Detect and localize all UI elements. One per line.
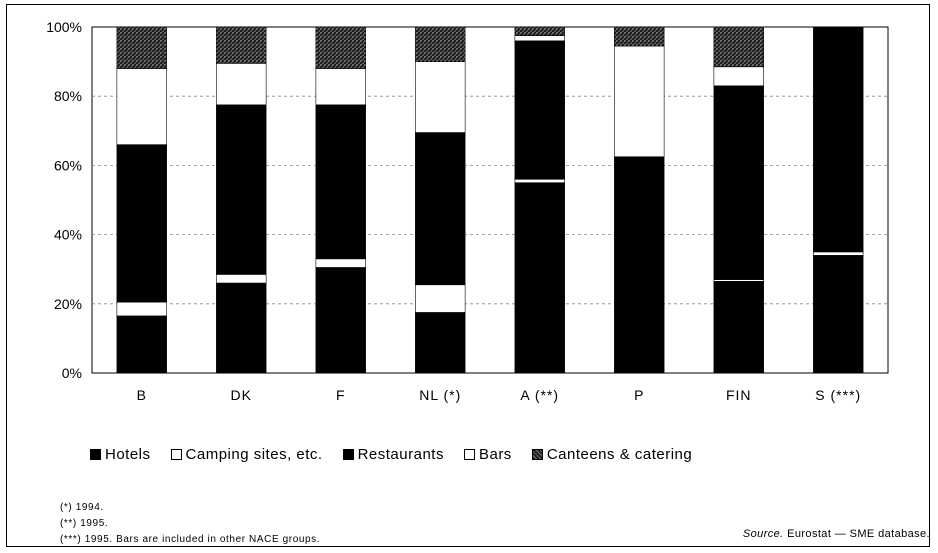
y-tick-label: 100% (46, 19, 82, 35)
bar-segment (415, 312, 466, 374)
bar-segment (415, 132, 466, 286)
x-tick-label: A (**) (520, 387, 559, 403)
bar-segment (514, 35, 565, 42)
bar-segment (813, 255, 864, 374)
bar-segment (216, 63, 267, 106)
source-text: Eurostat — SME database. (787, 528, 930, 540)
camping-swatch-icon (170, 449, 182, 460)
legend-item-hotels: Hotels (90, 446, 151, 463)
y-tick-label: 60% (54, 157, 82, 173)
x-tick-label: B (137, 387, 147, 403)
bar-segment (514, 26, 565, 36)
legend-item-canteens: Canteens & catering (531, 446, 693, 463)
bar-segment (216, 274, 267, 284)
bar-segment (315, 26, 366, 69)
bar-segment (216, 26, 267, 64)
bar-segment (415, 61, 466, 133)
legend-item-camping: Camping sites, etc. (170, 446, 323, 463)
y-tick-label: 80% (54, 88, 82, 104)
bar-segment (315, 68, 366, 106)
bar-segment (116, 315, 167, 374)
legend-label: Restaurants (357, 446, 444, 463)
footnotes: (*) 1994. (**) 1995. (***) 1995. Bars ar… (60, 500, 320, 548)
bar-segment (315, 104, 366, 260)
x-tick-label: FIN (726, 387, 752, 403)
x-tick-label: NL (*) (419, 387, 461, 403)
bar-segment (315, 258, 366, 268)
legend-label: Bars (478, 446, 512, 463)
bar-segment (116, 68, 167, 145)
legend-label: Camping sites, etc. (185, 446, 323, 463)
bar-segment (614, 45, 665, 158)
bar-segment (713, 85, 764, 280)
x-tick-label: DK (231, 387, 252, 403)
bar-segment (813, 251, 864, 256)
bars-swatch-icon (463, 449, 475, 460)
legend-label: Canteens & catering (546, 446, 693, 463)
bar-segment (813, 26, 864, 253)
bar-segment (713, 66, 764, 87)
legend-label: Hotels (105, 446, 151, 463)
bar-segment (514, 40, 565, 180)
legend-item-bars: Bars (463, 446, 512, 463)
plot-area: 0% 20% 40% 60% 80% 100% B DK F NL (*) A (**) P FIN S … (46, 19, 889, 403)
bar-segment (315, 267, 366, 374)
canteens-swatch-icon (531, 449, 543, 460)
x-tick-label: S (***) (815, 387, 861, 403)
bar-segment (514, 178, 565, 184)
footnote: (**) 1995. (60, 518, 109, 529)
bar-segment (116, 301, 167, 317)
footnote: (*) 1994. (60, 502, 104, 513)
legend-item-restaurants: Restaurants (342, 446, 444, 463)
bar-segment (116, 26, 167, 69)
y-tick-label: 40% (54, 227, 82, 243)
source-note: Source. Eurostat — SME database. (743, 528, 930, 540)
footnote: (***) 1995. Bars are included in other N… (60, 534, 321, 545)
restaurants-swatch-icon (342, 449, 354, 460)
chart-frame (6, 4, 930, 547)
legend: Hotels Camping sites, etc. Restaurants B… (90, 446, 712, 463)
bar-segment (216, 104, 267, 275)
y-tick-label: 0% (62, 365, 82, 381)
bar-segment (713, 26, 764, 68)
x-tick-label: P (634, 387, 644, 403)
x-tick-label: F (336, 387, 346, 403)
bar-segment (614, 26, 665, 47)
bar-segment (713, 281, 764, 374)
bar-segment (216, 282, 267, 374)
y-tick-label: 20% (54, 296, 82, 312)
bar-segment (116, 144, 167, 303)
hotels-swatch-icon (90, 449, 101, 460)
bar-segment (415, 26, 466, 62)
plot-border (91, 26, 889, 374)
source-prefix: Source. (742, 528, 784, 540)
bar-segment (514, 182, 565, 374)
bar-segment (614, 156, 665, 374)
bar-segment (415, 284, 466, 313)
